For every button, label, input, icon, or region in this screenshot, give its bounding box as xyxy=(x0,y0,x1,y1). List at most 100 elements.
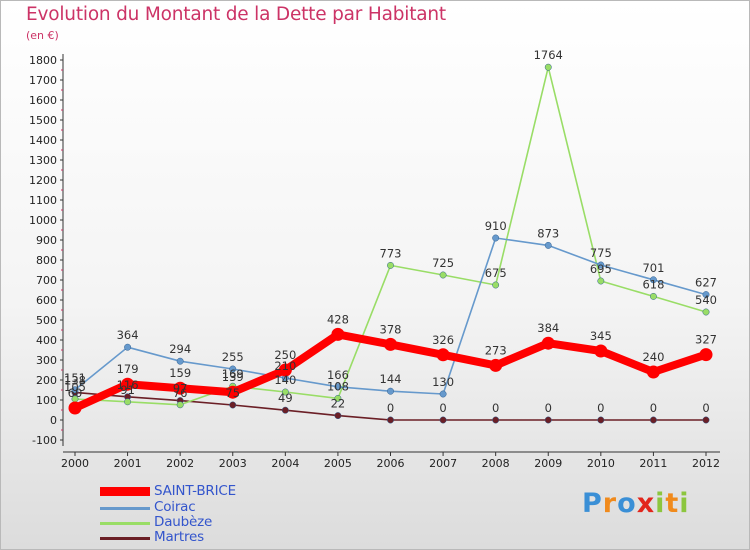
data-label-daubeze: 76 xyxy=(173,386,188,400)
logo-letter: o xyxy=(617,488,637,519)
data-label-saint-brice: 60 xyxy=(68,386,83,400)
y-tick-label: -100 xyxy=(32,434,57,447)
x-tick-label: 2012 xyxy=(692,457,720,470)
data-point-coirac xyxy=(387,387,394,395)
data-label-coirac: 910 xyxy=(485,219,507,233)
data-label-saint-brice: 273 xyxy=(485,343,507,357)
data-label-daubeze: 725 xyxy=(432,256,454,270)
data-label-martres: 49 xyxy=(278,391,293,405)
data-point-coirac xyxy=(334,383,342,391)
data-point-coirac xyxy=(71,386,79,394)
data-label-saint-brice: 345 xyxy=(590,329,612,343)
data-point-martres xyxy=(387,416,394,424)
logo-letter: i xyxy=(655,488,666,519)
logo-letter: r xyxy=(602,488,618,519)
data-point-daubeze xyxy=(492,281,500,289)
y-tick-label: 1600 xyxy=(29,94,57,107)
data-label-coirac: 130 xyxy=(432,375,454,389)
data-point-saint-brice xyxy=(384,337,397,351)
data-label-martres: 0 xyxy=(597,401,604,415)
data-point-saint-brice xyxy=(68,401,82,415)
y-tick-label: 1300 xyxy=(29,154,57,167)
data-label-martres: 0 xyxy=(545,401,552,415)
data-point-coirac xyxy=(229,365,237,373)
data-label-saint-brice: 326 xyxy=(432,333,454,347)
x-tick-label: 2009 xyxy=(534,457,562,470)
data-point-daubeze xyxy=(544,63,552,71)
data-label-daubeze: 695 xyxy=(590,262,612,276)
data-label-coirac: 255 xyxy=(222,350,244,364)
data-label-martres: 116 xyxy=(117,378,139,392)
data-point-daubeze xyxy=(176,401,184,409)
data-point-saint-brice xyxy=(594,344,608,358)
data-point-coirac xyxy=(597,261,605,269)
data-label-martres: 22 xyxy=(331,397,346,411)
data-label-saint-brice: 179 xyxy=(117,362,139,376)
data-point-martres xyxy=(492,416,500,424)
data-label-daubeze: 1764 xyxy=(534,48,563,62)
data-label-martres: 0 xyxy=(492,401,499,415)
data-point-saint-brice xyxy=(646,365,660,379)
y-tick-label: 1500 xyxy=(29,114,57,127)
data-point-daubeze xyxy=(124,398,132,406)
y-tick-label: 300 xyxy=(36,354,57,367)
proxiti-logo: Proxiti xyxy=(582,488,690,519)
y-tick-label: 900 xyxy=(36,234,57,247)
chart-series xyxy=(68,63,713,424)
data-point-coirac xyxy=(702,291,710,299)
y-tick-label: 1000 xyxy=(29,214,57,227)
data-label-daubeze: 169 xyxy=(222,367,244,381)
data-label-saint-brice: 384 xyxy=(537,321,559,335)
data-point-daubeze xyxy=(439,271,447,279)
data-label-saint-brice: 428 xyxy=(327,312,349,326)
data-label-daubeze: 91 xyxy=(120,383,135,397)
x-tick-label: 2002 xyxy=(166,457,194,470)
y-tick-label: 1400 xyxy=(29,134,57,147)
data-point-coirac xyxy=(649,276,657,284)
data-point-saint-brice xyxy=(331,327,345,341)
data-point-martres xyxy=(544,416,552,424)
data-label-coirac: 873 xyxy=(537,226,559,240)
data-point-daubeze xyxy=(597,277,605,285)
data-point-daubeze xyxy=(649,292,657,300)
data-point-martres xyxy=(281,406,289,414)
data-label-martres: 138 xyxy=(64,373,86,387)
data-point-saint-brice xyxy=(226,385,240,399)
legend-swatch xyxy=(100,522,150,525)
data-label-daubeze: 105 xyxy=(64,380,86,394)
logo-letter: P xyxy=(582,488,603,519)
y-tick-label: 0 xyxy=(50,414,57,427)
legend-swatch xyxy=(100,487,150,496)
chart-subtitle: (en €) xyxy=(26,29,59,42)
data-label-coirac: 775 xyxy=(590,246,612,260)
y-tick-label: 500 xyxy=(36,314,57,327)
y-tick-label: 1700 xyxy=(29,74,57,87)
data-label-coirac: 701 xyxy=(642,261,664,275)
data-label-saint-brice: 139 xyxy=(222,370,244,384)
x-tick-label: 2001 xyxy=(114,457,142,470)
data-point-coirac xyxy=(124,343,132,351)
data-label-martres: 0 xyxy=(387,401,394,415)
data-point-martres xyxy=(649,416,657,424)
data-label-martres: 0 xyxy=(650,401,657,415)
data-point-coirac xyxy=(439,390,447,398)
data-label-coirac: 144 xyxy=(380,372,402,386)
data-point-martres xyxy=(597,416,605,424)
legend-label: Martres xyxy=(154,529,204,545)
data-point-saint-brice xyxy=(173,381,187,395)
y-tick-label: 700 xyxy=(36,274,57,287)
data-label-coirac: 210 xyxy=(274,359,296,373)
data-point-saint-brice xyxy=(541,336,555,350)
data-point-daubeze xyxy=(334,394,342,402)
x-tick-label: 2011 xyxy=(639,457,667,470)
x-tick-label: 2000 xyxy=(61,457,89,470)
data-label-daubeze: 618 xyxy=(642,277,664,291)
x-tick-label: 2004 xyxy=(271,457,299,470)
x-tick-label: 2010 xyxy=(587,457,615,470)
data-label-martres: 0 xyxy=(439,401,446,415)
legend-swatch xyxy=(100,507,150,510)
y-tick-label: 1200 xyxy=(29,174,57,187)
y-tick-label: 200 xyxy=(36,374,57,387)
